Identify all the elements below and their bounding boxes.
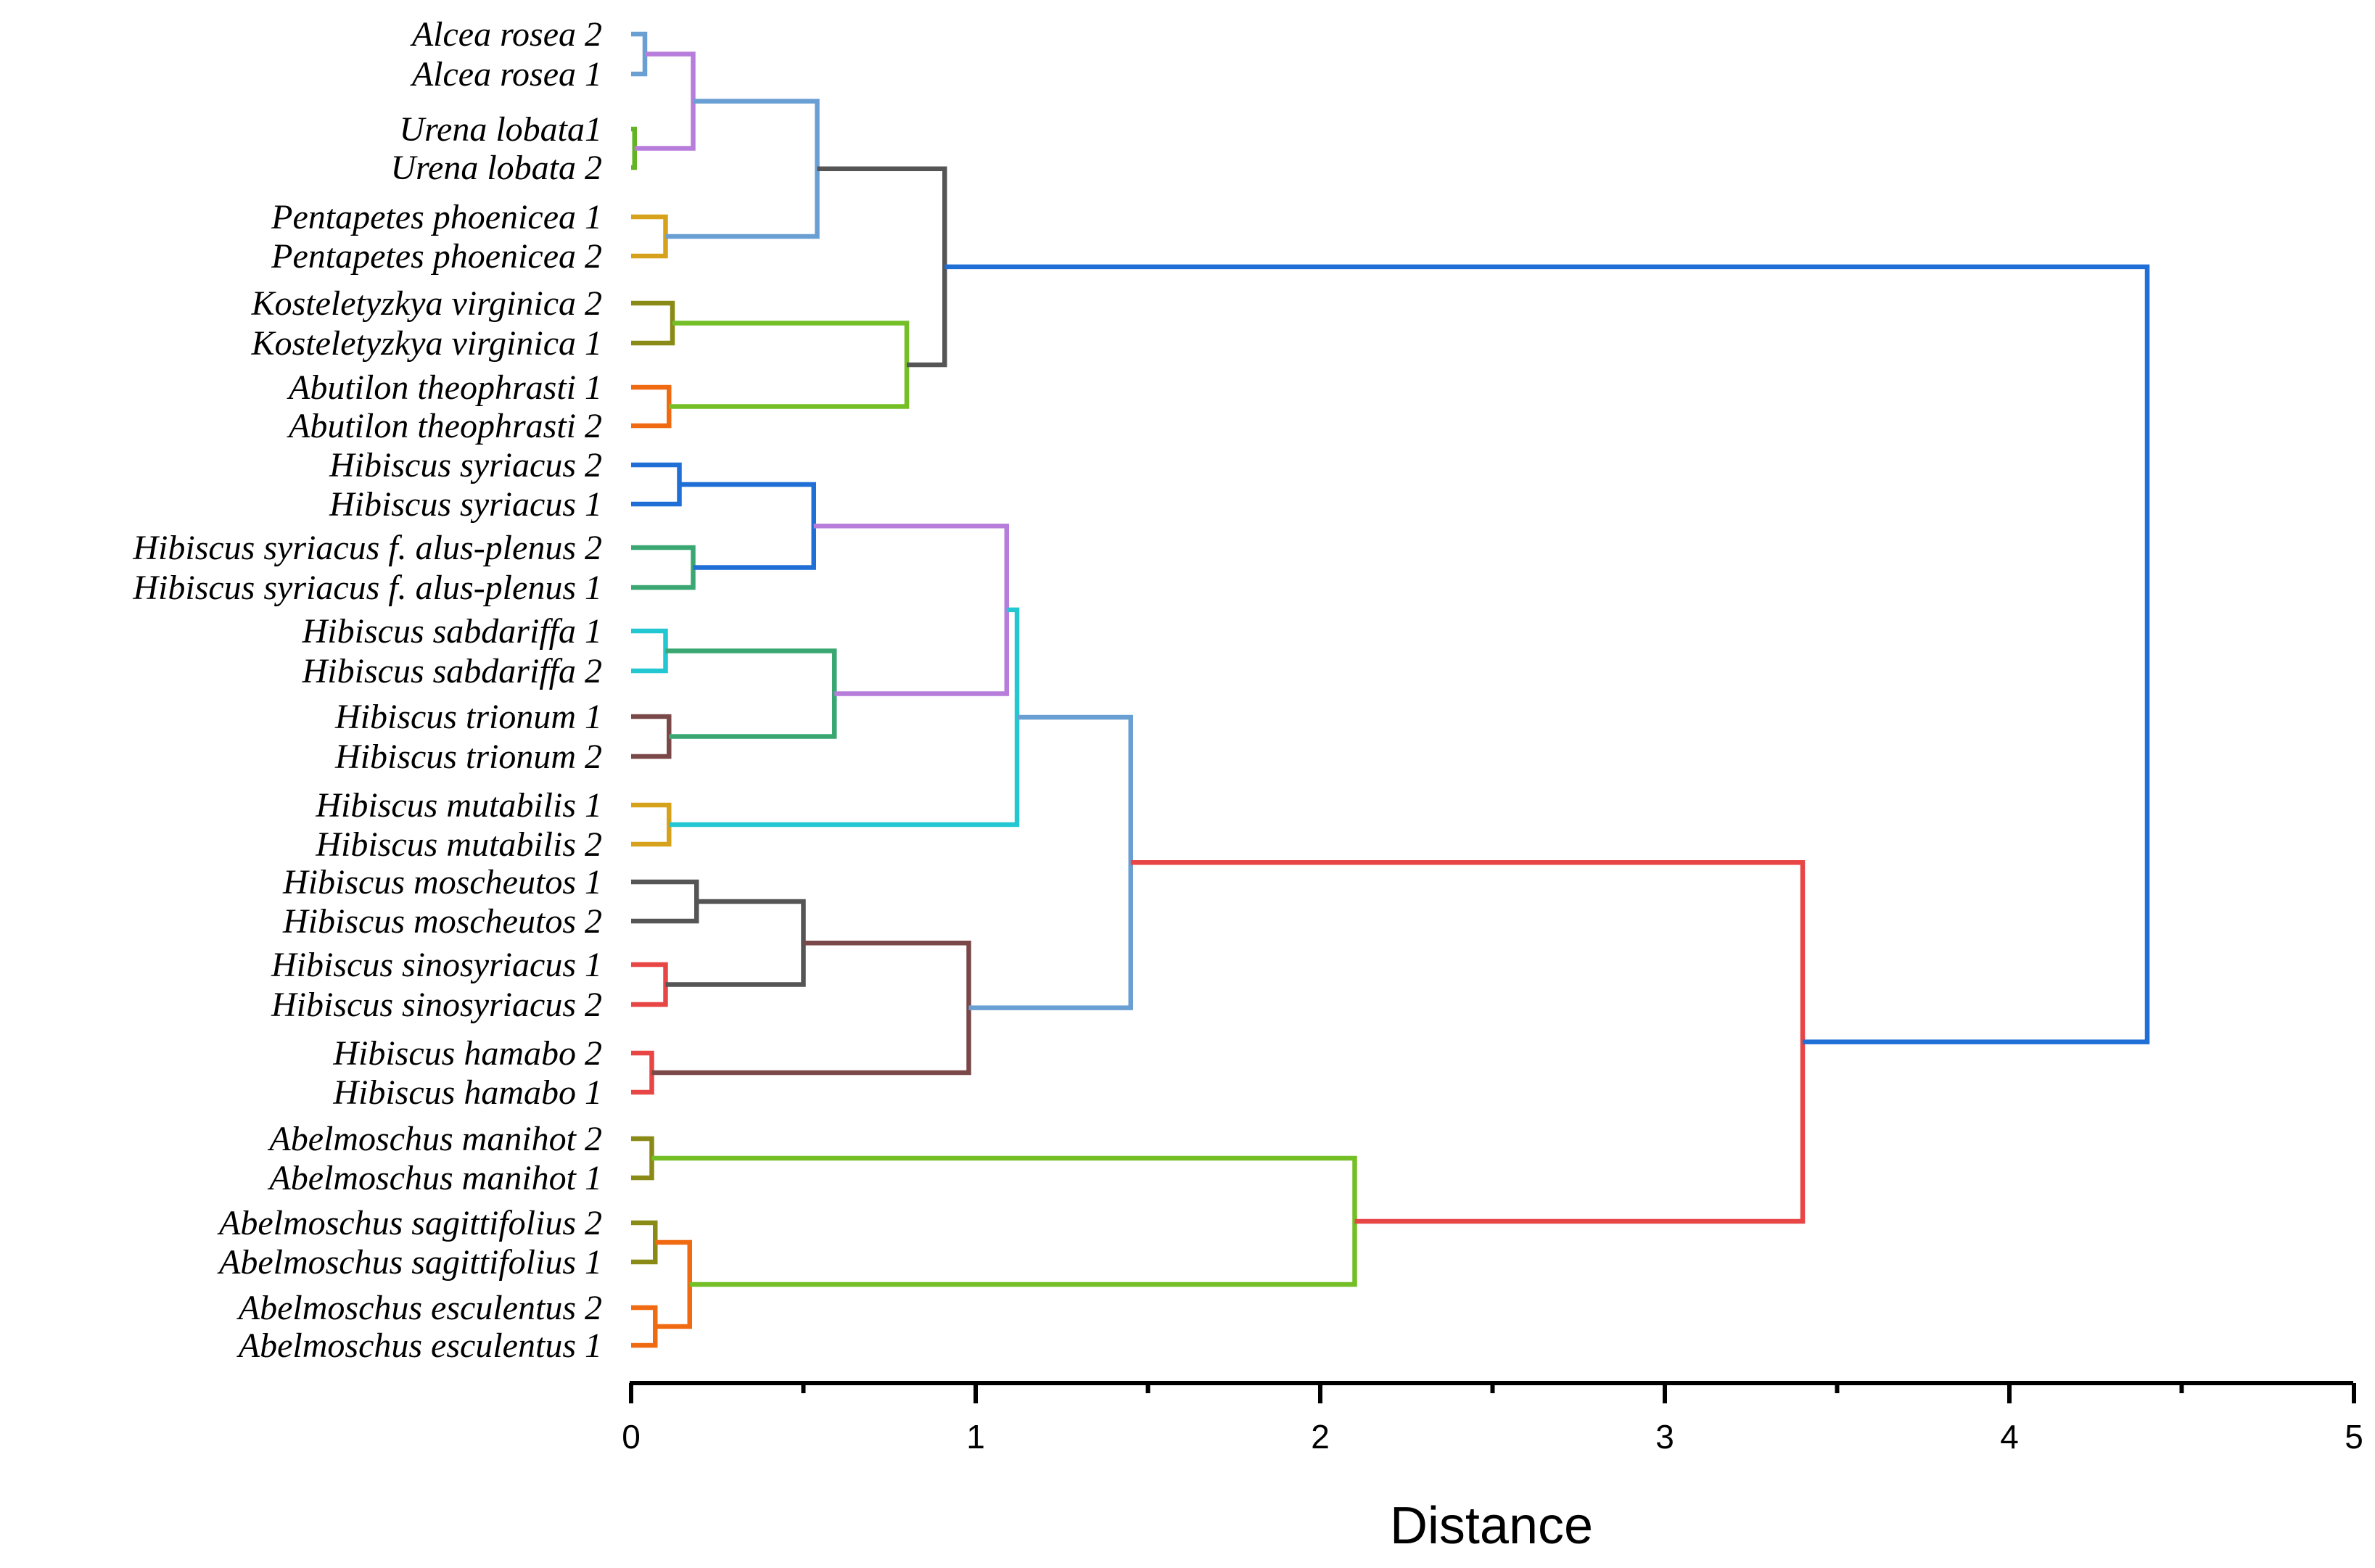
branch-m29	[651, 1155, 1357, 1287]
branch-m25	[631, 1136, 654, 1181]
tick-label: 0	[622, 1418, 641, 1456]
leaf-label: Abelmoschus manihot 1	[267, 1159, 602, 1197]
branch-m27	[631, 1305, 658, 1348]
leaf-label: Alcea rosea 1	[410, 55, 602, 94]
branch-m30	[1130, 860, 1806, 1224]
leaf-label: Alcea rosea 2	[410, 15, 602, 54]
leaf-label: Abelmoschus esculentus 2	[236, 1289, 602, 1327]
branch-m17	[631, 802, 672, 847]
branch-m24	[968, 714, 1133, 1010]
branch-m4	[631, 214, 668, 259]
branch-m10	[631, 462, 682, 507]
leaf-label: Urena lobata1	[399, 110, 602, 149]
branch-m8	[669, 321, 910, 409]
branch-m23	[651, 941, 971, 1076]
tick-label: 4	[2000, 1418, 2019, 1456]
leaf-label: Hibiscus mutabilis 1	[315, 786, 602, 825]
tick-label: 1	[966, 1418, 985, 1456]
branch-m31	[944, 264, 2150, 1044]
branch-m16	[813, 524, 1009, 696]
leaf-label: Pentapetes phoenicea 2	[271, 237, 602, 276]
leaf-label: Hibiscus syriacus 2	[329, 446, 602, 484]
tick-label: 3	[1655, 1418, 1674, 1456]
leaf-label: Hibiscus moscheutos 2	[282, 902, 602, 941]
leaf-label: Hibiscus sabdariffa 2	[302, 652, 602, 690]
branch-m18	[669, 607, 1020, 828]
leaf-label: Abelmoschus esculentus 1	[236, 1326, 602, 1365]
x-axis-ticks: 0 1 2 3 4 5	[622, 1383, 2363, 1456]
leaf-label: Hibiscus moscheutos 1	[282, 863, 602, 901]
leaf-label: Hibiscus mutabilis 2	[315, 825, 602, 864]
leaf-label: Hibiscus trionum 1	[334, 698, 602, 736]
leaf-label: Hibiscus sinosyriacus 2	[271, 986, 602, 1024]
leaf-label: Urena lobata 2	[390, 149, 602, 187]
branch-m20	[631, 962, 668, 1007]
leaf-label: Abutilon theophrasti 1	[287, 368, 602, 407]
leaf-label: Abutilon theophrasti 2	[287, 407, 602, 445]
branch-m5	[665, 99, 820, 239]
branch-m26	[631, 1220, 658, 1265]
branch-m28	[655, 1239, 692, 1329]
branch-m13	[631, 628, 668, 674]
branch-m2	[631, 126, 637, 170]
x-axis-title: Distance	[1390, 1497, 1593, 1555]
leaf-label: Hibiscus hamabo 2	[332, 1034, 602, 1073]
branch-m12	[679, 482, 816, 570]
tick-label: 5	[2345, 1418, 2363, 1456]
branch-m7	[631, 384, 672, 429]
branch-m19	[631, 879, 699, 924]
tick-label: 2	[1311, 1418, 1330, 1456]
leaf-label: Pentapetes phoenicea 1	[271, 198, 602, 236]
branch-m21	[665, 899, 806, 987]
leaf-label: Hibiscus syriacus f. alus-plenus 2	[132, 529, 602, 567]
branch-m9	[817, 166, 947, 368]
leaf-label: Hibiscus trionum 2	[334, 738, 602, 776]
dendrogram-branches	[631, 31, 2150, 1348]
leaf-label: Abelmoschus sagittifolius 2	[217, 1204, 602, 1242]
branch-m14	[631, 714, 672, 759]
branch-m15	[665, 648, 837, 739]
leaf-label: Kosteletyzkya virginica 1	[251, 324, 602, 363]
leaf-label: Kosteletyzkya virginica 2	[251, 284, 602, 323]
leaf-label: Hibiscus syriacus 1	[329, 485, 602, 524]
leaf-label: Hibiscus sinosyriacus 1	[271, 946, 602, 984]
leaf-label: Hibiscus sabdariffa 1	[302, 612, 602, 651]
leaf-label: Abelmoschus manihot 2	[267, 1120, 602, 1158]
leaf-label: Abelmoschus sagittifolius 1	[217, 1243, 602, 1282]
branch-m6	[631, 300, 675, 346]
leaf-label: Hibiscus syriacus f. alus-plenus 1	[132, 569, 602, 607]
branch-m22	[631, 1050, 654, 1095]
branch-m1	[631, 31, 648, 77]
leaf-label: Hibiscus hamabo 1	[332, 1073, 602, 1112]
branch-m11	[631, 545, 696, 590]
